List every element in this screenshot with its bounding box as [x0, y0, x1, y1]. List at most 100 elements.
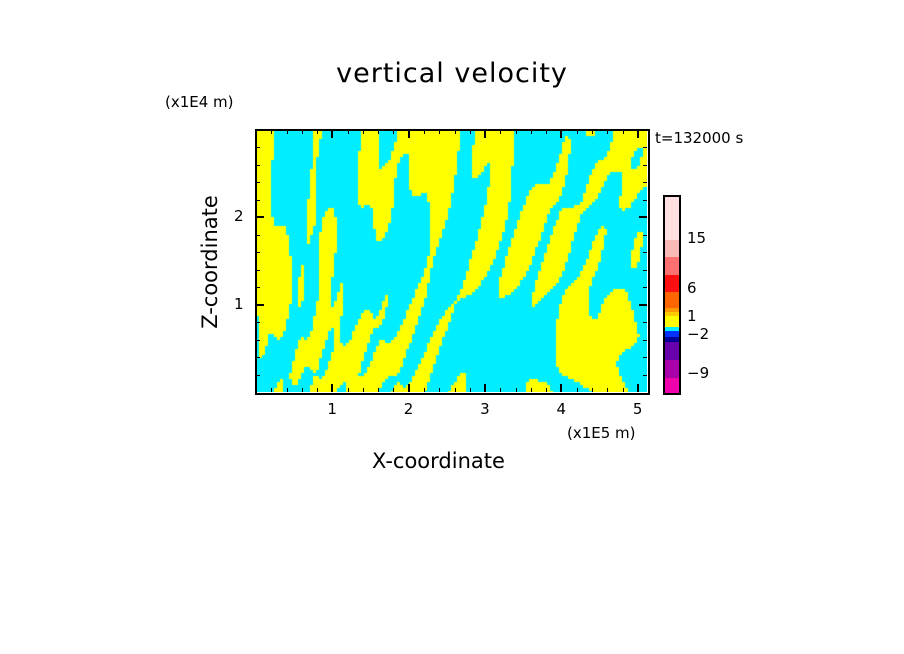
x-minor-tick [439, 130, 441, 134]
y-minor-tick [643, 322, 647, 324]
x-minor-tick [362, 388, 364, 392]
colorbar-segment [665, 330, 679, 337]
y-minor-tick [256, 199, 260, 201]
y-minor-tick [643, 182, 647, 184]
x-minor-tick [515, 130, 517, 134]
x-minor-tick [454, 130, 456, 134]
x-tick-label: 4 [556, 400, 567, 418]
x-minor-tick [378, 130, 380, 134]
x-minor-tick [592, 388, 594, 392]
y-tick-mark [256, 216, 264, 219]
colorbar-segment [665, 377, 679, 393]
x-minor-tick [301, 130, 303, 134]
colorbar-segment [665, 274, 679, 292]
colorbar-segment [665, 321, 679, 327]
y-minor-tick [643, 252, 647, 254]
x-minor-tick [592, 130, 594, 134]
x-minor-tick [347, 388, 349, 392]
velocity-field [256, 130, 647, 392]
y-minor-tick [643, 374, 647, 376]
x-minor-tick [622, 130, 624, 134]
x-minor-tick [515, 388, 517, 392]
x-minor-tick [424, 388, 425, 392]
x-minor-tick [469, 388, 471, 392]
x-tick-label: 3 [480, 400, 490, 418]
x-minor-tick [546, 388, 548, 392]
colorbar-segment [665, 326, 679, 331]
y-unit-label: (x1E4 m) [165, 93, 234, 111]
y-minor-tick [643, 199, 647, 201]
y-minor-tick [643, 339, 647, 341]
y-tick-label: 1 [234, 294, 244, 313]
x-minor-tick [393, 388, 395, 392]
x-minor-tick [317, 388, 319, 392]
y-minor-tick [643, 217, 647, 219]
x-tick-mark [636, 130, 639, 138]
colorbar-segment [665, 312, 679, 317]
x-tick-mark [407, 384, 410, 392]
colorbar-label: −9 [687, 364, 710, 382]
colorbar-segment [665, 291, 679, 309]
y-minor-tick [643, 164, 647, 166]
y-minor-tick [643, 304, 647, 306]
x-minor-tick [546, 130, 548, 134]
y-minor-tick [256, 304, 260, 306]
y-minor-tick [256, 287, 260, 289]
x-minor-tick [347, 130, 349, 134]
colorbar-label: 1 [687, 307, 697, 325]
y-minor-tick [256, 182, 260, 184]
y-minor-tick [643, 269, 647, 271]
chart-title: vertical velocity [336, 58, 568, 89]
x-minor-tick [500, 130, 502, 134]
x-minor-tick [393, 130, 395, 134]
x-tick-label: 5 [632, 400, 643, 418]
y-minor-tick [256, 322, 260, 324]
y-minor-tick [256, 164, 260, 166]
y-minor-tick [256, 357, 260, 359]
x-unit-label: (x1E5 m) [567, 424, 636, 442]
colorbar-segment [665, 336, 679, 342]
x-minor-tick [317, 130, 319, 134]
colorbar-label: 6 [687, 279, 697, 297]
x-minor-tick [439, 388, 441, 392]
x-minor-tick [286, 388, 288, 392]
colorbar-segment [665, 360, 679, 378]
time-label: t=132000 s [655, 129, 744, 147]
x-tick-label: 1 [327, 400, 337, 418]
x-tick-mark [560, 130, 563, 138]
y-minor-tick [256, 339, 260, 341]
x-minor-tick [530, 130, 532, 134]
colorbar-segment [665, 308, 679, 313]
y-minor-tick [643, 357, 647, 359]
y-minor-tick [256, 252, 260, 254]
colorbar-label: 15 [687, 229, 707, 247]
colorbar-segment [665, 197, 679, 240]
colorbar-segment [665, 316, 679, 322]
x-minor-tick [607, 130, 609, 134]
x-minor-tick [286, 130, 288, 134]
x-minor-tick [301, 388, 303, 392]
x-tick-mark [484, 130, 487, 138]
x-minor-tick [271, 388, 273, 392]
y-axis-label: Z-coordinate [198, 195, 222, 329]
x-tick-mark [331, 130, 334, 138]
y-minor-tick [256, 269, 260, 271]
y-minor-tick [256, 147, 260, 149]
colorbar-segment [665, 239, 679, 258]
x-axis-label: X-coordinate [372, 449, 505, 473]
x-minor-tick [362, 130, 364, 134]
colorbar-label: −2 [687, 325, 710, 343]
x-tick-mark [636, 384, 639, 392]
x-minor-tick [469, 130, 471, 134]
x-tick-label: 2 [403, 400, 414, 418]
colorbar-segment [665, 257, 679, 275]
x-minor-tick [500, 388, 502, 392]
y-tick-mark [256, 303, 264, 306]
y-minor-tick [256, 374, 260, 376]
colorbar-segment [665, 341, 679, 361]
y-minor-tick [256, 234, 260, 236]
x-minor-tick [378, 388, 380, 392]
x-minor-tick [576, 388, 578, 392]
x-tick-mark [484, 384, 487, 392]
